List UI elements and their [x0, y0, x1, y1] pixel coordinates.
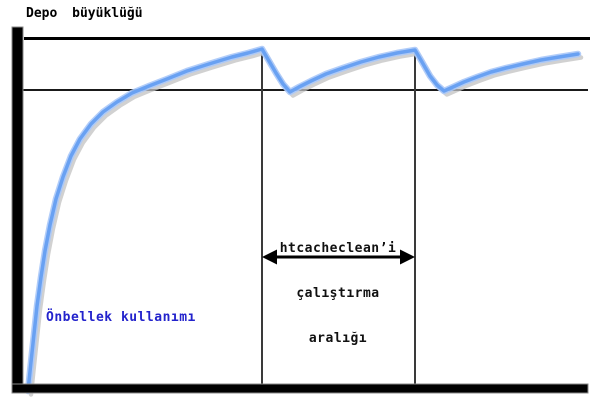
storage-size-label: Depo büyüklüğü [26, 6, 143, 21]
htcacheclean-interval-label: htcacheclean’i çalıştırma aralığı [258, 211, 418, 361]
interval-arrow [262, 249, 415, 265]
y-axis-bar [11, 26, 24, 394]
interval-label-line2: çalıştırma [296, 286, 380, 301]
interval-label-line1: htcacheclean’i [279, 241, 397, 256]
arrow-right-head-icon [400, 249, 415, 265]
cache-usage-label: Önbellek kullanımı [46, 310, 196, 325]
cache-usage-curve [26, 47, 580, 393]
arrow-left-head-icon [262, 249, 277, 265]
interval-label-line3: aralığı [308, 331, 368, 346]
x-axis-bar [11, 383, 589, 394]
